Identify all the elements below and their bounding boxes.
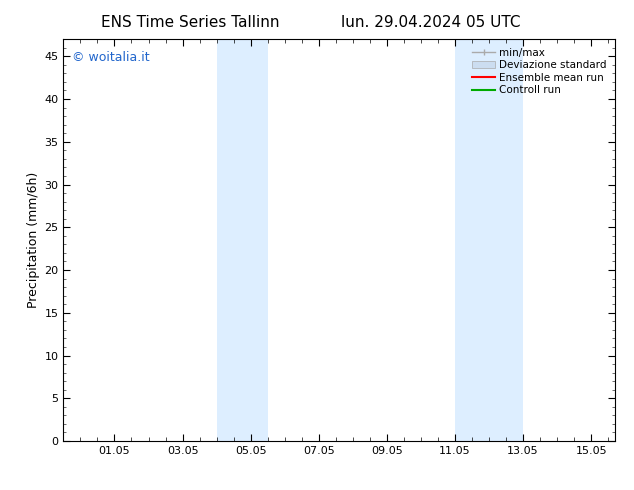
Y-axis label: Precipitation (mm/6h): Precipitation (mm/6h) bbox=[27, 172, 40, 308]
Bar bbox=[455, 39, 523, 441]
Text: ENS Time Series Tallinn: ENS Time Series Tallinn bbox=[101, 15, 280, 30]
Text: © woitalia.it: © woitalia.it bbox=[72, 51, 149, 64]
Bar bbox=[217, 39, 268, 441]
Text: lun. 29.04.2024 05 UTC: lun. 29.04.2024 05 UTC bbox=[341, 15, 521, 30]
Legend: min/max, Deviazione standard, Ensemble mean run, Controll run: min/max, Deviazione standard, Ensemble m… bbox=[469, 45, 610, 98]
